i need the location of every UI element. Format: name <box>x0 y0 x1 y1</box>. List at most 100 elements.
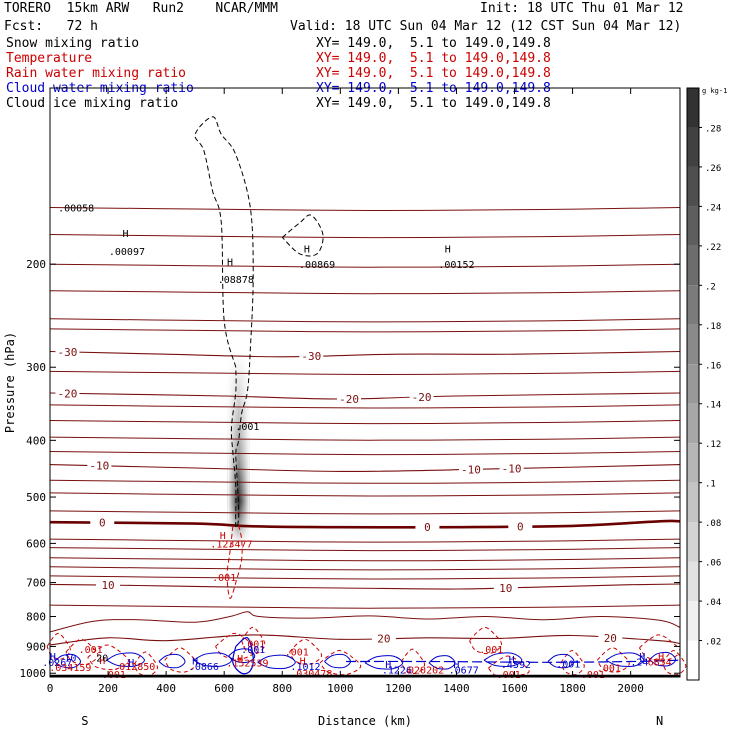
colorbar-step <box>687 640 699 680</box>
isotherm-label-bg <box>55 345 80 357</box>
legend-temp-label: Temperature <box>6 51 93 66</box>
contour-value-label: .001 <box>285 647 309 658</box>
x-tick-label: 200 <box>98 682 118 695</box>
contour-value-label: .00152 <box>438 260 474 271</box>
isotherm-line <box>49 436 681 441</box>
colorbar-step <box>687 561 699 602</box>
isotherm-label-bg <box>337 392 362 404</box>
cloud-water-contour <box>193 652 233 667</box>
cloud-water-contour <box>228 648 256 664</box>
isotherm-label-bg <box>493 581 518 593</box>
isotherm-label-bg <box>409 390 434 402</box>
contour-value-label: .001 <box>479 645 503 656</box>
contour-value-label: .1012 <box>290 662 320 673</box>
isotherm-label: -20 <box>339 393 359 406</box>
isotherm-line <box>49 451 681 456</box>
isotherm-label: -20 <box>57 387 77 400</box>
rain-water-contour <box>488 655 530 677</box>
legend-cloudice-label: Cloud ice mixing ratio <box>6 96 179 111</box>
y-tick-label: 200 <box>26 258 46 271</box>
isotherm--30 <box>49 350 681 358</box>
contour-value-label: .001 <box>556 659 580 670</box>
y-tick-label: 1000 <box>20 667 47 680</box>
isotherm-label-bg <box>415 521 440 533</box>
legend-rain-label: Rain water mixing ratio <box>6 66 187 81</box>
isotherm-line <box>49 290 681 295</box>
colorbar-tick-label: .2 <box>705 282 716 292</box>
isotherm-label-bg <box>90 516 115 528</box>
colorbar-step <box>687 364 699 404</box>
colorbar-tick-label: .22 <box>705 243 721 253</box>
snow-column-fade <box>227 354 250 544</box>
colorbar-tick-label: .08 <box>705 519 721 529</box>
rain-water-contour <box>164 647 198 673</box>
cloud-water-contour <box>483 652 523 667</box>
colorbar-step <box>687 285 699 325</box>
contour-value-label: H <box>220 531 226 542</box>
colorbar-step <box>687 88 699 128</box>
rain-water-contour <box>65 638 99 665</box>
contour-value-label: .0267 <box>42 658 72 669</box>
isotherm-label: 0 <box>424 521 431 534</box>
y-tick-label: 900 <box>26 640 46 653</box>
isotherm-line <box>49 538 681 543</box>
cloud-ice-contour <box>281 214 324 257</box>
contour-value-label: .001 <box>241 645 265 656</box>
legend-snow-label: Snow mixing ratio <box>6 36 140 51</box>
colorbar-step <box>687 166 699 207</box>
forecast-hour: Fcst: 72 h <box>4 19 98 34</box>
north-label: N <box>656 714 663 728</box>
y-tick-label: 800 <box>26 611 46 624</box>
contour-value-label: .24 <box>630 658 648 669</box>
isotherm-label: 0 <box>99 517 106 530</box>
contour-value-label: .030478 <box>290 669 332 680</box>
cloud-water-contour <box>547 653 575 669</box>
isotherm-line <box>49 328 681 333</box>
isotherm-line <box>49 207 681 212</box>
y-axis-label: Pressure (hPa) <box>3 332 17 433</box>
colorbar-tick-label: .1 <box>705 480 716 490</box>
contour-value-label: .123477 <box>210 539 252 550</box>
isotherm-label: -10 <box>89 460 109 473</box>
rain-water-contour <box>638 634 681 661</box>
isotherm-line <box>49 604 681 609</box>
colorbar-frame <box>686 87 700 681</box>
isotherm-label-bg <box>499 462 524 474</box>
contour-value-label: H <box>509 655 515 666</box>
contour-value-label: 10 <box>64 653 76 664</box>
isotherm-label: -30 <box>301 350 321 363</box>
contour-value-label: H <box>128 658 134 669</box>
cloud-water-contour <box>649 651 677 667</box>
x-tick-label: 400 <box>156 682 176 695</box>
cloud-water-contour <box>54 653 82 669</box>
isotherm-line <box>49 510 681 515</box>
x-tick-label: 1000 <box>327 682 354 695</box>
isotherm-0 <box>49 519 681 529</box>
south-label: S <box>81 714 88 728</box>
contour-value-label: .00869 <box>299 260 335 271</box>
rain-water-contour <box>400 648 426 674</box>
contour-value-label: .001 <box>597 664 621 675</box>
isotherm-line <box>49 575 681 580</box>
isotherm-20 <box>49 634 681 646</box>
x-tick-label: 1200 <box>385 682 412 695</box>
isotherm-label-bg <box>598 631 623 643</box>
y-tick-label: 300 <box>26 361 46 374</box>
colorbar-step <box>687 403 699 444</box>
rain-water-contour <box>662 650 687 676</box>
isotherm-line <box>49 420 681 425</box>
contour-value-label: .034159 <box>49 663 91 674</box>
model-title: TORERO 15km ARW Run2 NCAR/MMM <box>4 1 278 16</box>
isotherm-line <box>49 370 681 376</box>
contour-value-label: H <box>445 244 451 255</box>
contour-value-label: .00058 <box>58 203 94 214</box>
isotherm-label-bg <box>458 463 483 475</box>
legend-snow-xy: XY= 149.0, 5.1 to 149.0,149.8 <box>316 36 551 51</box>
isotherm--10 <box>49 464 681 472</box>
contour-value-label: .001 <box>241 640 265 651</box>
valid-time: Valid: 18 UTC Sun 04 Mar 12 (12 CST Sun … <box>290 19 682 34</box>
colorbar-tick-label: .16 <box>705 361 721 371</box>
contour-value-label: .001 <box>79 645 103 656</box>
contour-value-label: 6854 <box>648 658 672 669</box>
